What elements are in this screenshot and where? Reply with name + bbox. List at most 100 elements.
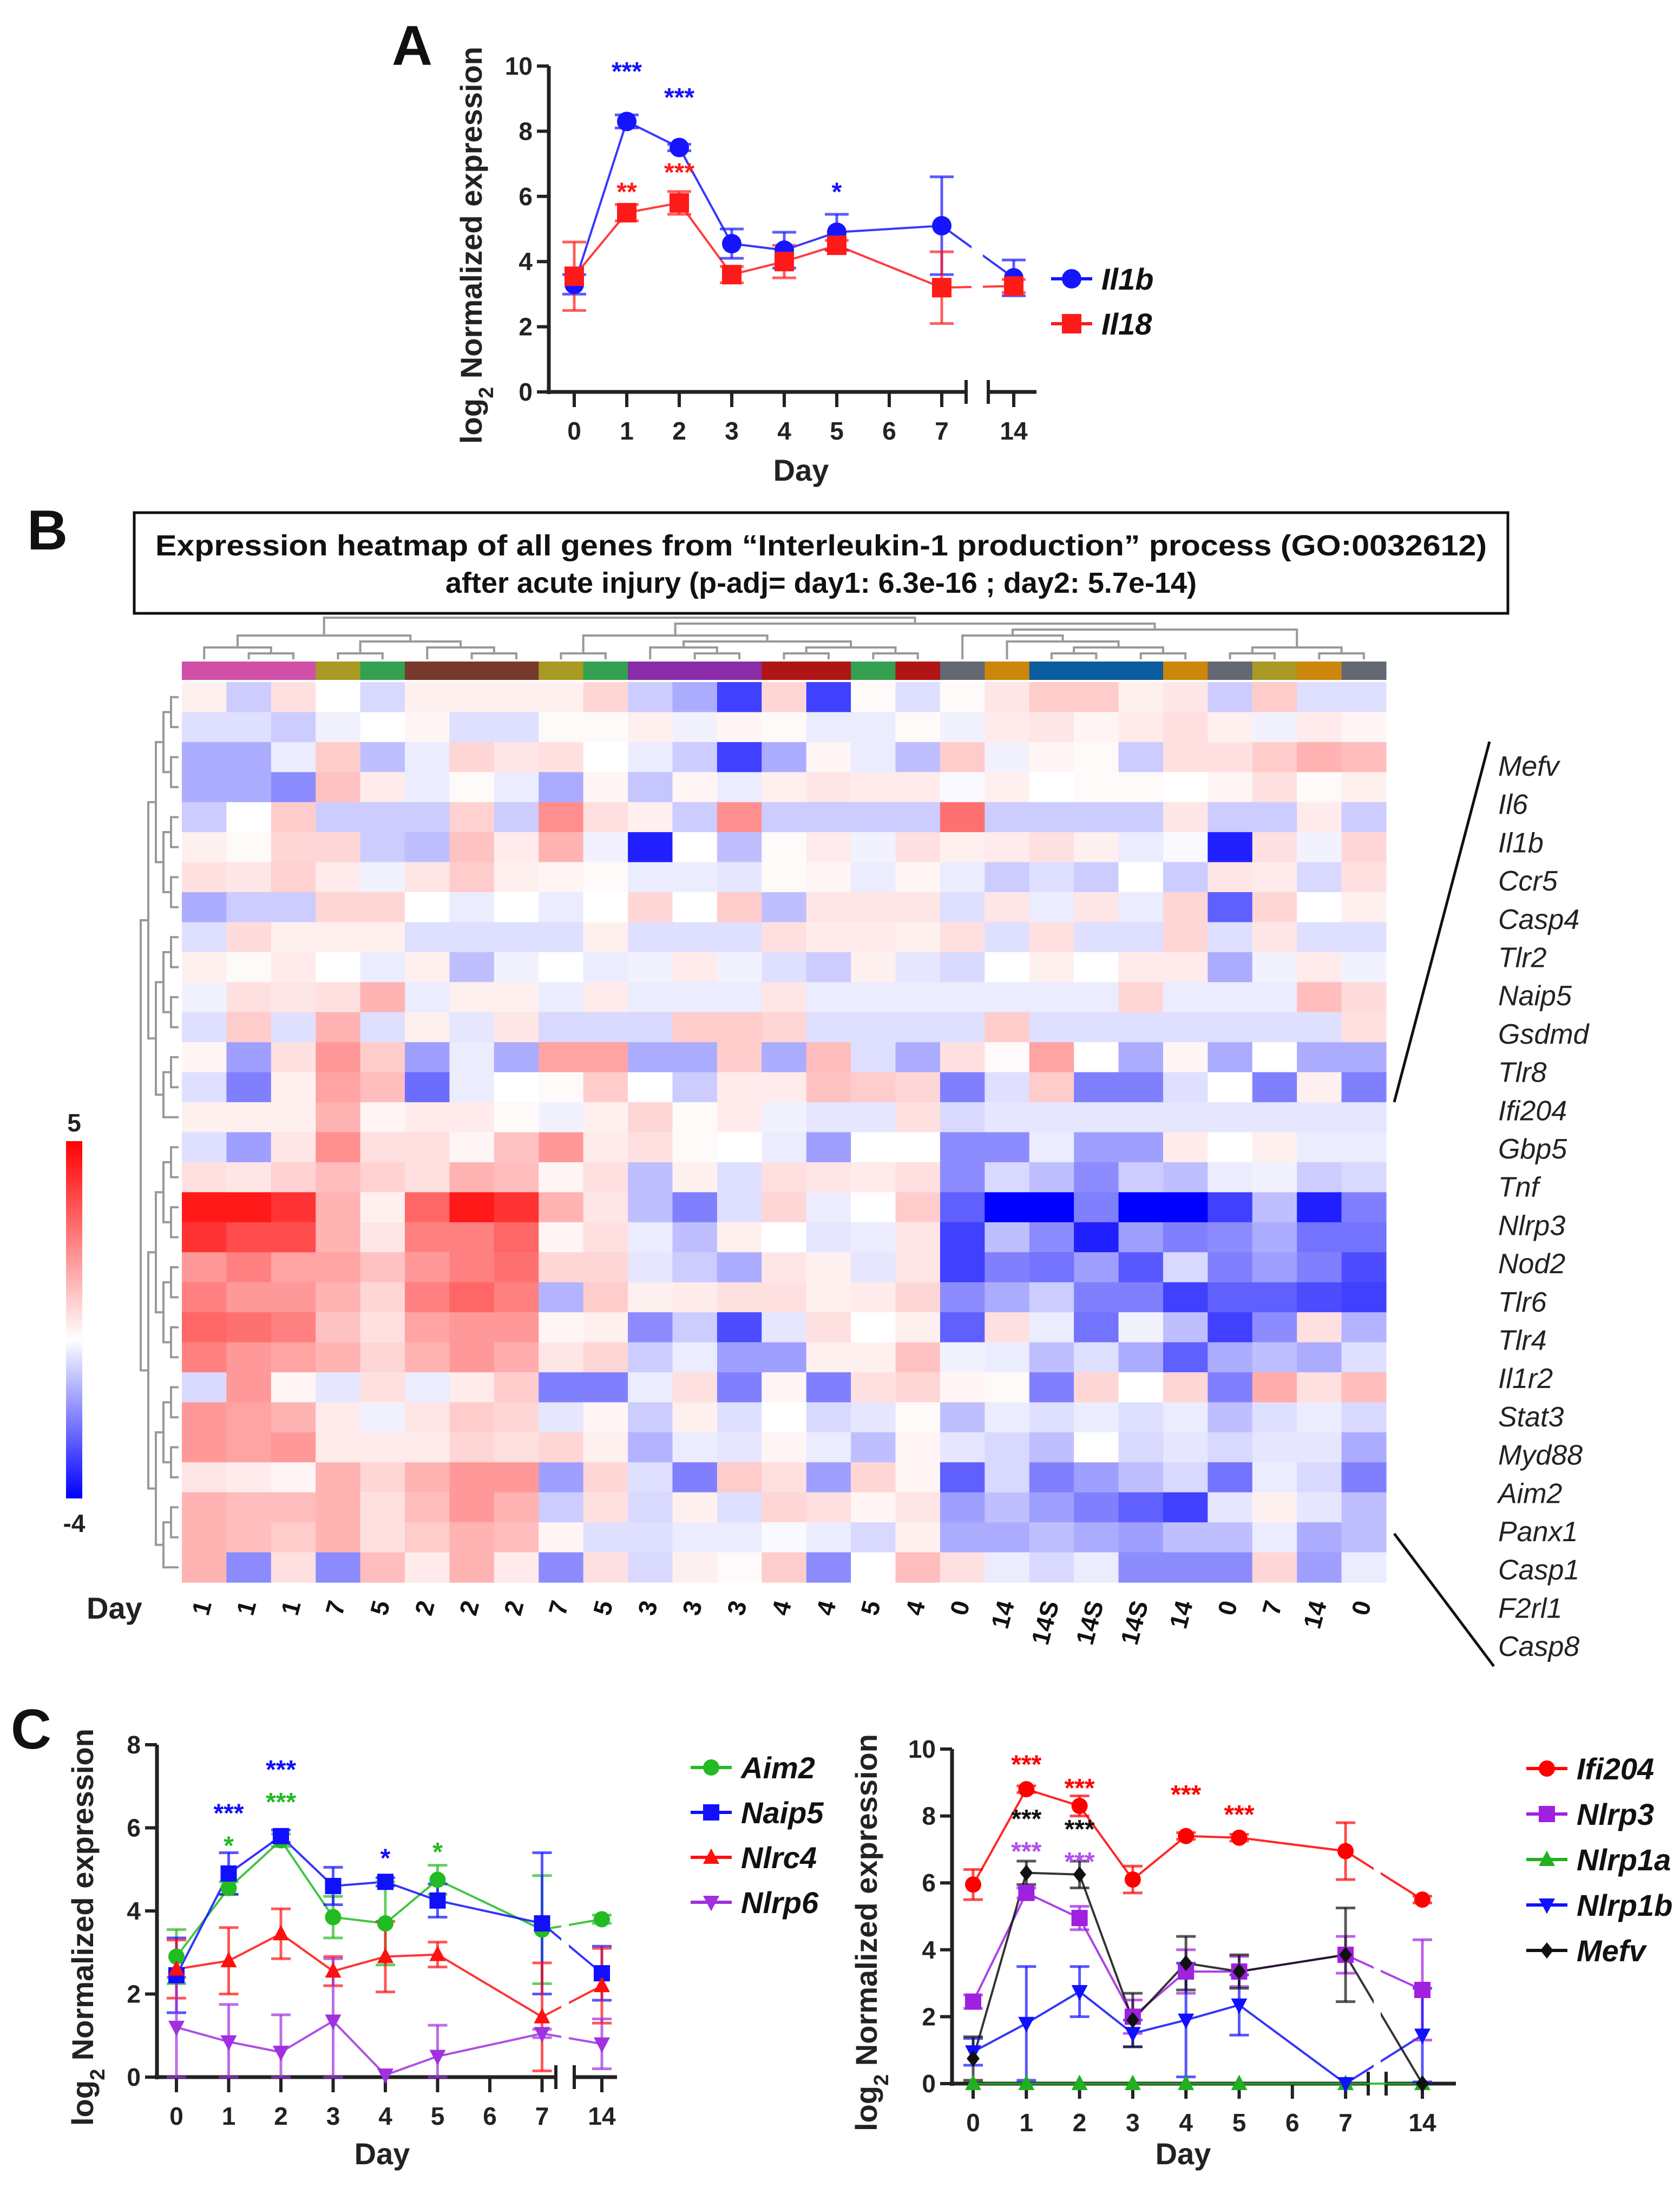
heatmap-cell [762, 682, 807, 713]
gene-label: Tlr8 [1498, 1057, 1547, 1089]
heatmap-cell [1341, 1102, 1387, 1133]
heatmap-cell [583, 1282, 628, 1313]
heatmap-cell [851, 682, 896, 713]
legend-label: Nlrc4 [741, 1841, 817, 1875]
heatmap-cell [539, 1102, 584, 1133]
column-group-bar [895, 662, 941, 680]
heatmap-cell [672, 802, 718, 833]
column-day-label: 1 [231, 1597, 261, 1618]
heatmap-cell [628, 1372, 673, 1403]
gene-label: Aim2 [1497, 1478, 1563, 1509]
dendrogram-branch [872, 652, 919, 659]
heatmap-cell [940, 1132, 985, 1163]
legend-item-Nlrp3: Nlrp3 [1526, 1797, 1654, 1831]
legend-item-Il18: Il18 [1051, 307, 1152, 341]
legend-item-Nlrp6: Nlrp6 [691, 1885, 819, 1920]
heatmap-cell [895, 1072, 941, 1103]
heatmap-title-line2: after acute injury (p-adj= day1: 6.3e-16… [445, 567, 1197, 599]
heatmap-cell [762, 1342, 807, 1373]
heatmap-cell [806, 742, 851, 772]
heatmap-cell [583, 1132, 628, 1163]
heatmap-cell [1297, 1222, 1342, 1253]
dendrogram-branch [170, 936, 179, 968]
heatmap-cell [895, 832, 941, 863]
x-tick-label: 7 [535, 2102, 549, 2130]
legend-label: Naip5 [741, 1796, 824, 1830]
heatmap-cell [628, 892, 673, 923]
heatmap-cell [449, 742, 495, 772]
heatmap-cell [1252, 1102, 1297, 1133]
heatmap-cell [940, 1042, 985, 1073]
legend-label: Nlrp6 [741, 1885, 819, 1920]
heatmap-cell [940, 1402, 985, 1433]
heatmap-cell [628, 1042, 673, 1073]
heatmap-cell [226, 1072, 272, 1103]
heatmap-cell [1029, 1192, 1074, 1223]
diamond-marker [1540, 1942, 1553, 1959]
column-day-label: 0 [1346, 1597, 1377, 1618]
heatmap-cell [940, 1222, 985, 1253]
heatmap-cell [1074, 802, 1119, 833]
square-marker [775, 252, 794, 272]
heatmap-cell [1341, 832, 1387, 863]
heatmap-cell [1252, 832, 1297, 863]
dendrogram-branch [162, 1401, 171, 1464]
heatmap-cell [1029, 1132, 1074, 1163]
heatmap-cell [1163, 1522, 1208, 1553]
heatmap-cell [226, 1042, 272, 1073]
heatmap-cell [851, 1282, 896, 1313]
heatmap-cell [762, 772, 807, 803]
heatmap-cell [1297, 1432, 1342, 1463]
heatmap-cell [895, 1342, 941, 1373]
heatmap-cell [851, 1462, 896, 1493]
heatmap-cell [449, 1102, 495, 1133]
x-tick-label: 2 [672, 417, 686, 445]
heatmap-cell [449, 1222, 495, 1253]
legend-item-Nlrp1b: Nlrp1b [1526, 1888, 1672, 1922]
heatmap-cell [628, 1012, 673, 1043]
heatmap-cell [1163, 1012, 1208, 1043]
heatmap-cell [851, 1252, 896, 1283]
square-marker [1004, 276, 1023, 296]
significance-label: *** [1011, 1837, 1041, 1866]
colorbar-max-label: 5 [67, 1109, 81, 1137]
circle-marker [1539, 1760, 1555, 1777]
heatmap-cell [360, 1282, 405, 1313]
triangle-up-marker [703, 1848, 719, 1864]
x-tick-label: 4 [378, 2102, 392, 2130]
heatmap-cell [360, 682, 405, 713]
dendrogram-branch [140, 919, 148, 1372]
heatmap-cell [717, 1192, 762, 1223]
heatmap-cell [1208, 832, 1253, 863]
heatmap-cell [806, 922, 851, 953]
heatmap-cell [1297, 1372, 1342, 1403]
heatmap-cell [762, 892, 807, 923]
heatmap-cell [360, 1042, 405, 1073]
circle-marker [722, 234, 741, 254]
heatmap-cell [583, 1252, 628, 1283]
x-tick-label: 5 [431, 2102, 445, 2130]
heatmap-cell [985, 1282, 1030, 1313]
y-axis-title-log: log [454, 398, 488, 444]
heatmap-cell [1252, 1552, 1297, 1583]
heatmap-cell [316, 1162, 361, 1193]
heatmap-cell [806, 1252, 851, 1283]
heatmap-cell [1252, 1012, 1297, 1043]
heatmap-cell [985, 1552, 1030, 1583]
heatmap-cell [316, 682, 361, 713]
heatmap-cell [1252, 1072, 1297, 1103]
heatmap-cell [316, 1552, 361, 1583]
heatmap-cell [672, 1162, 718, 1193]
heatmap-cell [672, 952, 718, 983]
heatmap-cell [1029, 1372, 1074, 1403]
heatmap-cell [940, 1522, 985, 1553]
heatmap-cell [182, 1072, 227, 1103]
heatmap-cell [405, 862, 450, 893]
triangle-down-marker [1337, 2077, 1354, 2093]
heatmap-cell [182, 1252, 227, 1283]
heatmap-cell [1118, 1462, 1164, 1493]
heatmap-cell [851, 742, 896, 772]
heatmap-cell [360, 1522, 405, 1553]
heatmap-cell [494, 952, 539, 983]
